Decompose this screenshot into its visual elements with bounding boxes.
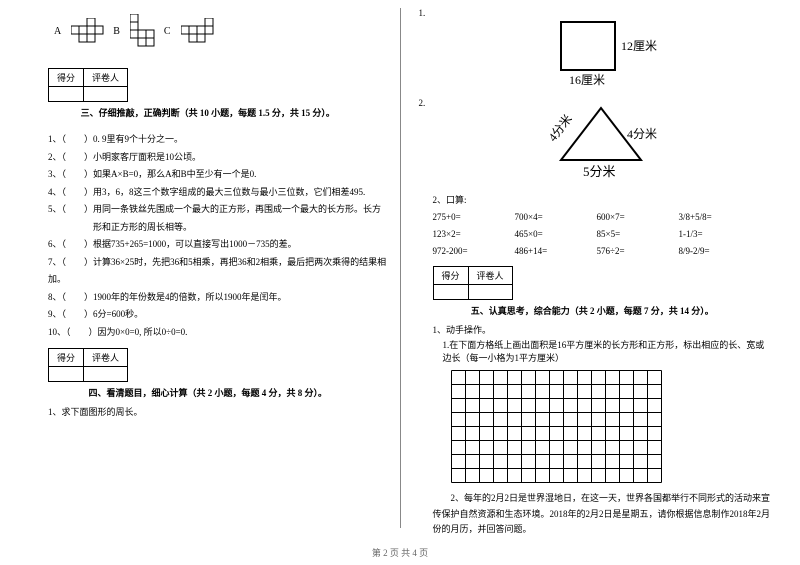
grader-header: 评卷人: [468, 267, 512, 285]
fig2-bottom-label: 5分米: [583, 164, 616, 179]
q3-4: 4、（ ）用3，6，8这三个数字组成的最大三位数与最小三位数，它们相差495.: [48, 184, 388, 202]
q3-5-num: 5、（ ）: [48, 201, 93, 236]
fig1-height-label: 12厘米: [621, 39, 657, 53]
score-cell: [433, 285, 468, 300]
q3-5: 5、（ ） 用同一条铁丝先围成一个最大的正方形，再围成一个最大的长方形。长方形和…: [48, 201, 388, 236]
q3-6: 6、（ ）根据735+265=1000，可以直接写出1000－735的差。: [48, 236, 388, 254]
figure-1-num: 1.: [413, 8, 441, 18]
calc-item: 8/9-2/9=: [679, 243, 761, 260]
grader-header: 评卷人: [84, 348, 128, 366]
calc-row: 123×2=465×0=85×5=1-1/3=: [413, 226, 773, 243]
score-cell: [49, 87, 84, 102]
score-box-3: 得分 评卷人: [48, 68, 128, 102]
figure-2-svg-wrap: 4分米 4分米 5分米: [441, 98, 773, 184]
calc-row: 275+0=700×4=600×7=3/8+5/8=: [413, 209, 773, 226]
fig1-width-label: 16厘米: [569, 73, 605, 87]
left-column: A B C 得分 评卷人 三、仔细推敲，正确判断（共 10 小题，每题 1.5 …: [28, 8, 400, 545]
right-column: 1. 12厘米 16厘米 2. 4分米 4分米 5分米 2、口算:: [401, 8, 773, 545]
calc-item: 576÷2=: [597, 243, 679, 260]
figure-2-svg: 4分米 4分米 5分米: [521, 98, 691, 184]
score-box-4: 得分 评卷人: [48, 348, 128, 382]
shape-a-label: A: [54, 26, 61, 37]
figure-2-row: 2. 4分米 4分米 5分米: [413, 98, 773, 184]
fig2-left-label: 4分米: [546, 112, 576, 144]
page-footer: 第 2 页 共 4 页: [0, 546, 800, 559]
figure-2-num: 2.: [413, 98, 441, 108]
score-box-5: 得分 评卷人: [433, 266, 513, 300]
q3-9: 9、（ ）6分=600秒。: [48, 306, 388, 324]
calc-row: 972-200=486+14=576÷2=8/9-2/9=: [413, 243, 773, 260]
section-4-title: 四、看清题目，细心计算（共 2 小题，每题 4 分，共 8 分）。: [28, 386, 388, 399]
figure-1-row: 1. 12厘米 16厘米: [413, 8, 773, 90]
calc-item: 123×2=: [433, 226, 515, 243]
section-3-title: 三、仔细推敲，正确判断（共 10 小题，每题 1.5 分，共 15 分）。: [28, 106, 388, 119]
calc-rows: 275+0=700×4=600×7=3/8+5/8=123×2=465×0=85…: [413, 209, 773, 260]
grader-header: 评卷人: [84, 69, 128, 87]
q5-1-sub: 1.在下面方格纸上画出面积是16平方厘米的长方形和正方形，标出相应的长、宽或边长…: [413, 338, 773, 364]
calc-item: 600×7=: [597, 209, 679, 226]
q5-1: 1、动手操作。: [413, 323, 773, 336]
score-header: 得分: [433, 267, 468, 285]
q3-8: 8、（ ）1900年的年份数是4的倍数，所以1900年是闰年。: [48, 289, 388, 307]
calc-title: 2、口算:: [413, 192, 773, 209]
shape-b-svg: [130, 14, 158, 48]
q3-2: 2、（ ）小明家客厅面积是10公顷。: [48, 149, 388, 167]
calc-item: 275+0=: [433, 209, 515, 226]
q3-7: 7、（ ）计算36×25时，先把36和5相乘，再把36和2相乘，最后把两次乘得的…: [48, 254, 388, 289]
shape-c-svg: [181, 18, 217, 44]
calc-item: 486+14=: [515, 243, 597, 260]
calc-item: 700×4=: [515, 209, 597, 226]
figure-1-svg-wrap: 12厘米 16厘米: [441, 8, 773, 90]
calc-item: 1-1/3=: [679, 226, 761, 243]
q3-3: 3、（ ）如果A×B=0，那么A和B中至少有一个是0.: [48, 166, 388, 184]
score-header: 得分: [49, 348, 84, 366]
grader-cell: [468, 285, 512, 300]
calc-item: 3/8+5/8=: [679, 209, 761, 226]
q3-5-txt: 用同一条铁丝先围成一个最大的正方形，再围成一个最大的长方形。长方形和正方形的周长…: [93, 201, 387, 236]
q5-2: 2、每年的2月2日是世界湿地日，在这一天，世界各国都举行不同形式的活动来宣传保护…: [413, 491, 773, 537]
grader-cell: [84, 366, 128, 381]
calc-item: 85×5=: [597, 226, 679, 243]
q4-1: 1、求下面图形的周长。: [28, 405, 388, 418]
grid-paper: [451, 370, 662, 483]
calc-item: 465×0=: [515, 226, 597, 243]
section-3-questions: 1、（ ）0. 9里有9个十分之一。 2、（ ）小明家客厅面积是10公顷。 3、…: [28, 131, 388, 342]
q3-1: 1、（ ）0. 9里有9个十分之一。: [48, 131, 388, 149]
calc-item: 972-200=: [433, 243, 515, 260]
shape-c-label: C: [164, 26, 171, 37]
section-5-title: 五、认真思考，综合能力（共 2 小题，每题 7 分，共 14 分）。: [413, 304, 773, 317]
shape-b-label: B: [113, 26, 120, 37]
shape-a-svg: [71, 18, 107, 44]
score-cell: [49, 366, 84, 381]
shape-choices-row: A B C: [28, 8, 388, 62]
score-header: 得分: [49, 69, 84, 87]
figure-1-svg: 12厘米 16厘米: [531, 8, 681, 90]
grader-cell: [84, 87, 128, 102]
fig2-right-label: 4分米: [627, 127, 657, 141]
q3-10: 10、（ ）因为0×0=0, 所以0÷0=0.: [48, 324, 388, 342]
